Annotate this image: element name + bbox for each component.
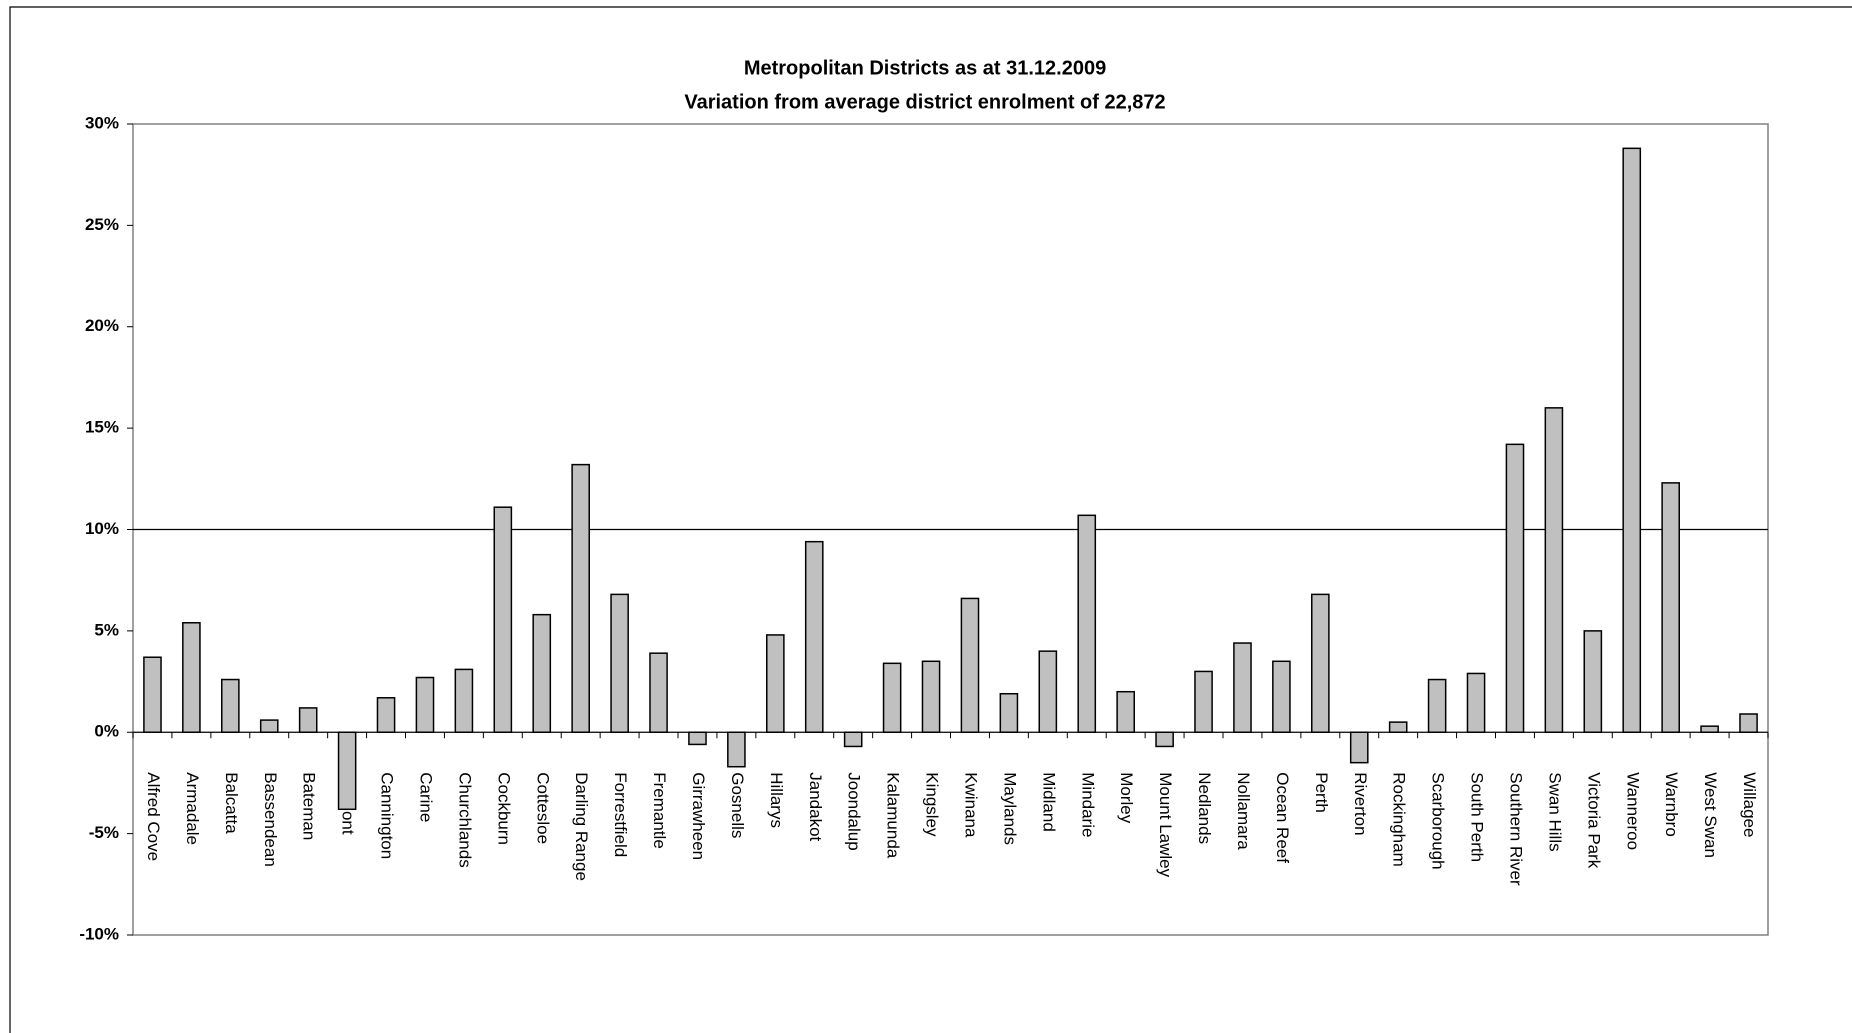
x-tick-label: Kingsley <box>923 772 942 837</box>
x-tick-label: Victoria Park <box>1584 772 1603 869</box>
x-tick-label: Mount Lawley <box>1156 772 1175 877</box>
x-tick-label: Bassendean <box>261 772 280 867</box>
bar <box>766 634 785 733</box>
y-tick-label: 10% <box>85 519 119 538</box>
bar <box>493 506 513 734</box>
x-tick-label: West Swan <box>1701 772 1720 858</box>
bar <box>1349 731 1369 764</box>
x-tick-label: Darling Range <box>572 772 591 881</box>
x-tick-label: Maylands <box>1000 772 1019 845</box>
x-tick-label: Balcatta <box>222 772 241 834</box>
x-tick-label: Mindarie <box>1078 772 1097 837</box>
bar <box>1233 642 1252 733</box>
bar <box>1661 482 1680 733</box>
bar <box>960 597 980 733</box>
bar <box>221 678 240 733</box>
y-tick-label: 0% <box>94 722 119 741</box>
bar <box>298 707 318 733</box>
x-tick-label: Swan Hills <box>1545 772 1564 851</box>
bar <box>532 613 552 734</box>
x-tick-label: Cannington <box>378 772 397 859</box>
x-tick-label: South Perth <box>1468 772 1487 862</box>
x-tick-label: Cockburn <box>494 772 513 845</box>
x-tick-label: Fremantle <box>650 772 669 849</box>
x-tick-label: Kwinana <box>961 772 980 838</box>
bar <box>1038 650 1058 734</box>
bar <box>1077 514 1097 733</box>
bar <box>1505 443 1525 733</box>
x-tick-label: Riverton <box>1351 772 1370 835</box>
x-tick-label: Carine <box>416 772 435 822</box>
x-tick-label: Rockingham <box>1390 772 1409 867</box>
bar <box>688 731 707 746</box>
x-tick-label: Scarborough <box>1429 772 1448 869</box>
x-tick-label: Churchlands <box>455 772 474 867</box>
bar <box>259 719 279 734</box>
bar <box>1739 713 1758 734</box>
bar <box>571 463 590 733</box>
bar <box>1622 147 1642 733</box>
bar <box>1388 721 1408 733</box>
y-tick-label: 20% <box>85 316 119 335</box>
bar <box>999 692 1019 733</box>
y-tick-label: -5% <box>89 823 119 842</box>
bar <box>454 668 474 734</box>
x-tick-label: Ocean Reef <box>1273 772 1292 863</box>
bar <box>804 540 824 733</box>
bar <box>337 731 357 811</box>
bar <box>1544 407 1564 733</box>
x-tick-label: Willagee <box>1740 772 1759 837</box>
x-tick-label: Wanneroo <box>1623 772 1642 850</box>
y-tick-label: 15% <box>85 418 119 437</box>
x-tick-label: Perth <box>1312 772 1331 813</box>
y-tick-label: 5% <box>94 620 119 639</box>
x-tick-label: Joondalup <box>845 772 864 850</box>
x-tick-label: Hillarys <box>767 772 786 828</box>
bar <box>727 731 746 768</box>
x-tick-label: Midland <box>1039 772 1058 832</box>
x-tick-label: Armadale <box>183 772 202 845</box>
bar <box>843 731 863 748</box>
bar <box>1311 593 1330 733</box>
x-tick-label: Kalamunda <box>884 772 903 859</box>
x-tick-label: Bateman <box>300 772 319 840</box>
x-tick-label: Morley <box>1117 772 1136 824</box>
bar <box>1466 672 1486 734</box>
x-tick-label: Southern River <box>1506 772 1525 886</box>
bar <box>649 652 668 733</box>
bar <box>1272 660 1291 733</box>
chart-subtitle: Variation from average district enrolmen… <box>684 91 1165 113</box>
bar <box>882 662 902 733</box>
bar <box>376 697 396 733</box>
bar <box>1194 670 1213 733</box>
bar <box>610 593 629 733</box>
bar <box>921 660 941 733</box>
bar <box>1116 690 1135 734</box>
bar <box>182 622 201 734</box>
chart-title: Metropolitan Districts as at 31.12.2009 <box>744 57 1106 79</box>
bar <box>1155 731 1174 748</box>
y-tick-label: -10% <box>79 924 119 943</box>
x-tick-label: Nollamara <box>1234 772 1253 850</box>
bar <box>415 676 435 734</box>
bar <box>143 656 162 733</box>
frame <box>9 6 1852 1033</box>
x-tick-label: Alfred Cove <box>144 772 163 861</box>
bar <box>1583 630 1603 733</box>
x-tick-label: Cottesloe <box>533 772 552 844</box>
bar <box>1427 678 1447 733</box>
x-tick-label: Nedlands <box>1195 772 1214 844</box>
y-tick-label: 25% <box>85 215 119 234</box>
x-tick-label: Jandakot <box>806 772 825 841</box>
x-tick-label: Forrestfield <box>611 772 630 857</box>
x-tick-label: Gosnells <box>728 772 747 838</box>
x-tick-label: Warnbro <box>1662 772 1681 837</box>
bar <box>1700 725 1719 733</box>
x-tick-label: Girrawheen <box>689 772 708 860</box>
y-tick-label: 30% <box>85 113 119 132</box>
